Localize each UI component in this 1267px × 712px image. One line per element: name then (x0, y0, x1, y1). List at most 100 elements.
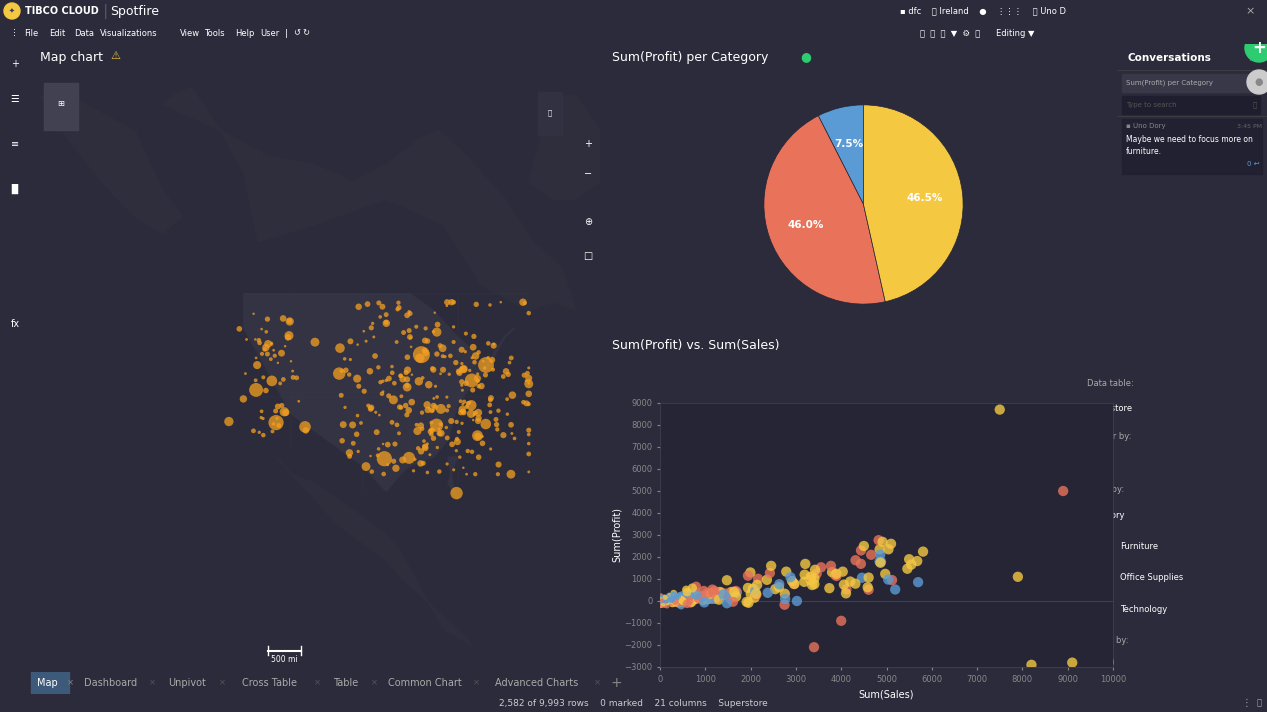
Point (372, 386, 393, 397)
Point (454, 462, 474, 473)
Point (264, 418, 284, 429)
Point (677, 598, 697, 609)
Point (774, 599, 794, 610)
Bar (1123, 119, 1262, 174)
Point (655, 595, 675, 606)
Polygon shape (277, 457, 419, 586)
Point (670, 593, 691, 604)
Text: 🌐: 🌐 (1257, 698, 1262, 708)
Text: 46.5%: 46.5% (907, 193, 943, 203)
Point (247, 360, 267, 371)
Point (717, 597, 737, 609)
Point (655, 597, 675, 609)
Point (663, 596, 683, 607)
Point (270, 378, 290, 389)
Text: Office Supplies: Office Supplies (1120, 573, 1183, 582)
Polygon shape (163, 87, 576, 311)
Point (858, 582, 878, 593)
Point (663, 593, 683, 604)
Point (389, 428, 409, 439)
Point (397, 367, 417, 378)
Point (655, 597, 675, 609)
Text: ×: × (314, 679, 321, 688)
Point (666, 595, 687, 606)
Point (673, 597, 693, 609)
Point (656, 595, 677, 607)
Point (248, 335, 269, 346)
Point (672, 600, 692, 612)
Point (397, 382, 417, 393)
Point (518, 308, 538, 319)
Point (423, 393, 443, 404)
Point (722, 596, 742, 607)
Point (427, 419, 447, 431)
Point (261, 338, 281, 350)
Point (473, 355, 493, 367)
Point (660, 590, 680, 602)
Point (822, 567, 843, 578)
Point (663, 598, 683, 609)
Point (696, 591, 716, 602)
Point (329, 368, 350, 379)
Point (452, 406, 473, 417)
Point (347, 373, 367, 384)
Point (488, 424, 508, 435)
Text: ×: × (594, 679, 601, 688)
Point (518, 429, 538, 440)
Point (870, 556, 891, 567)
Point (680, 597, 701, 609)
Point (384, 394, 404, 406)
Point (687, 590, 707, 601)
Point (271, 399, 291, 411)
Point (256, 342, 276, 353)
Point (274, 406, 294, 417)
Point (409, 376, 430, 387)
Point (356, 461, 376, 472)
Point (518, 388, 538, 399)
Bar (30, 672, 68, 694)
Point (727, 587, 748, 598)
Point (737, 582, 758, 594)
Point (832, 566, 853, 577)
Bar (1123, 96, 1259, 114)
Text: ●: ● (799, 51, 811, 63)
Point (704, 593, 725, 604)
Point (672, 596, 692, 607)
Point (658, 597, 678, 608)
Point (673, 590, 693, 601)
Point (408, 443, 428, 454)
Point (651, 598, 672, 609)
Point (650, 599, 670, 610)
Point (654, 592, 674, 603)
Point (399, 404, 419, 416)
Point (655, 594, 675, 605)
Point (427, 442, 447, 454)
Point (271, 347, 291, 359)
Point (435, 351, 455, 362)
Point (336, 365, 356, 376)
Point (447, 436, 468, 447)
Point (713, 589, 734, 600)
Text: Map chart: Map chart (41, 51, 103, 63)
Point (1007, 571, 1028, 582)
Point (794, 576, 815, 587)
Point (702, 593, 722, 604)
Point (419, 449, 440, 461)
Point (427, 326, 447, 337)
Point (659, 592, 679, 604)
Point (440, 350, 460, 362)
Point (723, 590, 744, 601)
Point (413, 372, 433, 384)
Y-axis label: Sum(Profit): Sum(Profit) (612, 508, 621, 562)
Point (661, 595, 682, 606)
Text: Visualizations: Visualizations (100, 28, 157, 38)
Point (692, 590, 712, 602)
Point (669, 594, 689, 605)
Point (456, 328, 476, 340)
Point (514, 370, 535, 381)
Point (661, 595, 682, 606)
Point (426, 402, 446, 413)
Point (655, 596, 675, 607)
Point (717, 575, 737, 586)
Point (276, 407, 296, 418)
